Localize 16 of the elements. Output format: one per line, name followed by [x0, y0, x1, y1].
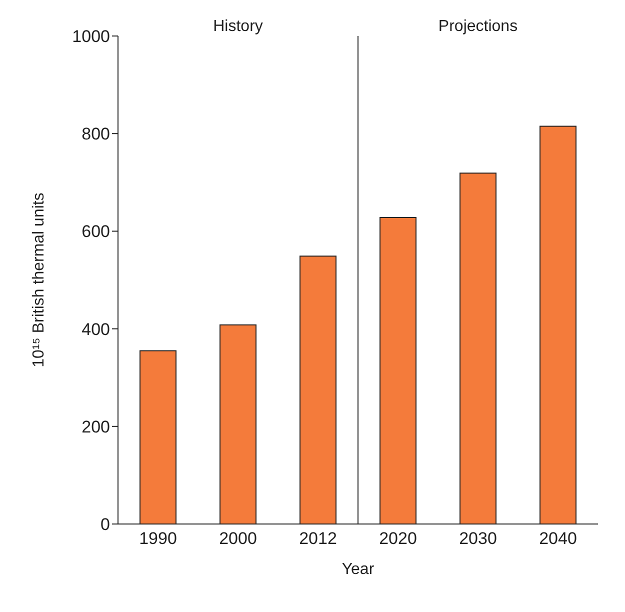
y-axis-title: 10¹⁵ British thermal units: [30, 192, 48, 368]
x-tick-label: 2012: [299, 529, 337, 548]
y-tick-label: 600: [82, 222, 110, 242]
y-tick-label: 400: [82, 320, 110, 339]
x-axis-title: Year: [342, 561, 375, 578]
y-tick-label: 0: [100, 515, 110, 534]
x-tick-label: 2000: [219, 529, 257, 548]
y-tick-label: 200: [82, 417, 110, 436]
y-tick-label: 800: [82, 124, 110, 144]
y-tick-label: 1000: [72, 27, 110, 46]
x-tick-label: 2020: [379, 529, 417, 548]
x-tick-label: 2030: [459, 529, 497, 548]
x-tick-label: 2040: [539, 529, 577, 548]
x-tick-label: 1990: [139, 529, 177, 548]
text: History: [213, 18, 263, 35]
text: Projections: [438, 18, 518, 35]
